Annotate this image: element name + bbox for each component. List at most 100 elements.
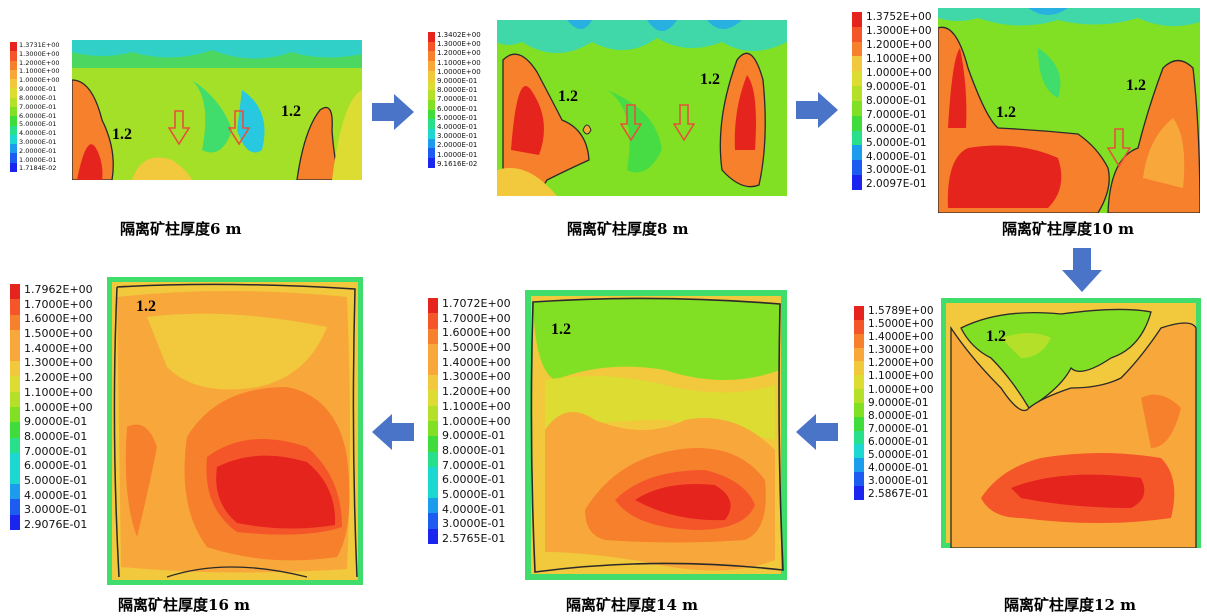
- contour-label-6m-right: 1.2: [281, 103, 301, 120]
- legend-label: 1.3000E+00: [24, 356, 93, 370]
- colorbar-segment: [428, 61, 435, 71]
- down-arrow-icon: [620, 104, 642, 142]
- legend-label: 3.0000E-01: [24, 503, 88, 517]
- legend-label: 1.2000E+00: [868, 357, 934, 370]
- legend-label: 2.0000E-01: [437, 141, 478, 150]
- colorbar-segment: [10, 407, 20, 423]
- colorbar-segment: [10, 483, 20, 500]
- caption-10m: 隔离矿柱厚度10 m: [1002, 220, 1134, 238]
- legend-6m: 1.3731E+00 1.3000E+00 1.2000E+00 1.1000E+00…: [10, 42, 70, 172]
- legend-label: 1.1000E+00: [19, 67, 60, 76]
- legend-label: 6.0000E-01: [19, 111, 57, 120]
- right-arrow-icon: [372, 94, 414, 130]
- colorbar-segment: [10, 79, 17, 89]
- legend-label: 1.7184E-02: [19, 164, 57, 173]
- colorbar-segment: [852, 130, 862, 146]
- legend-label: 1.7072E+00: [442, 297, 511, 310]
- colorbar-segment: [10, 69, 17, 80]
- legend-label: 6.0000E-01: [437, 104, 478, 113]
- legend-label: 1.1000E+00: [866, 52, 932, 65]
- colorbar-segment: [852, 100, 862, 116]
- colorbar-segment: [428, 158, 435, 168]
- down-arrow-icon: [673, 104, 695, 142]
- colorbar-segment: [854, 333, 864, 348]
- legend-label: 6.0000E-01: [868, 435, 929, 448]
- legend-label: 4.0000E-01: [24, 488, 88, 502]
- colorbar-segment: [10, 437, 20, 454]
- legend-label: 9.0000E-01: [437, 77, 478, 86]
- legend-label: 1.3000E+00: [866, 24, 932, 37]
- contour-label-6m-left: 1.2: [112, 126, 132, 143]
- colorbar-segment: [10, 134, 17, 145]
- legend-labels-16m: 1.7962E+00 1.7000E+00 1.6000E+00 1.5000E+00…: [24, 284, 93, 530]
- colorbar-segment: [428, 451, 438, 468]
- legend-10m: 1.3752E+00 1.3000E+00 1.2000E+00 1.1000E+00…: [852, 12, 932, 190]
- colorbar-segment: [852, 41, 862, 57]
- colorbar-segment: [10, 116, 17, 126]
- legend-label: 1.5789E+00: [868, 305, 934, 317]
- legend-label: 5.0000E-01: [19, 120, 57, 129]
- legend-label: 3.0000E-01: [868, 475, 929, 488]
- colorbar-segment: [854, 319, 864, 334]
- colorbar-segment: [854, 361, 864, 376]
- colorbar-segment: [428, 513, 438, 529]
- colorbar-segment: [428, 405, 438, 421]
- colorbar-segment: [428, 313, 438, 329]
- legend-label: 9.1616E-02: [437, 159, 478, 168]
- left-arrow-icon: [372, 414, 414, 450]
- legend-label: 2.5867E-01: [868, 488, 929, 501]
- colorbar-segment: [428, 359, 438, 375]
- contour-label-8m-left: 1.2: [558, 88, 578, 105]
- colorbar-segment: [428, 436, 438, 452]
- colorbar-segment: [10, 330, 20, 346]
- legend-labels-10m: 1.3752E+00 1.3000E+00 1.2000E+00 1.1000E+00…: [866, 12, 932, 190]
- colorbar-segment: [10, 391, 20, 407]
- colorbar-segment: [428, 51, 435, 62]
- caption-8m: 隔离矿柱厚度8 m: [567, 220, 689, 238]
- legend-label: 1.4000E+00: [24, 341, 93, 355]
- down-arrow-icon: [168, 110, 190, 146]
- colorbar-segment: [428, 41, 435, 52]
- colorbar-segment: [428, 421, 438, 437]
- legend-label: 1.3000E+00: [437, 40, 481, 49]
- legend-12m: 1.5789E+00 1.5000E+00 1.4000E+00 1.3000E+00…: [854, 306, 936, 500]
- colorbar-14m: [428, 298, 438, 544]
- legend-label: 1.2000E+00: [24, 371, 93, 385]
- legend-label: 7.0000E-01: [437, 95, 478, 104]
- colorbar-segment: [852, 56, 862, 72]
- left-arrow-icon: [796, 414, 838, 450]
- colorbar-segment: [854, 430, 864, 445]
- colorbar-segment: [854, 416, 864, 431]
- colorbar-segment: [10, 468, 20, 484]
- legend-label: 1.2000E+00: [866, 38, 932, 51]
- legend-label: 1.0000E-01: [19, 155, 57, 164]
- legend-label: 2.0000E-01: [19, 146, 57, 155]
- colorbar-segment: [428, 148, 435, 159]
- contour-label-14m: 1.2: [551, 321, 571, 338]
- contour-plot-6m: [72, 40, 362, 180]
- contour-label-10m-right: 1.2: [1126, 77, 1146, 94]
- legend-label: 1.0000E+00: [24, 400, 93, 414]
- colorbar-12m: [854, 306, 864, 500]
- legend-label: 1.1000E+00: [437, 58, 481, 67]
- legend-label: 8.0000E-01: [442, 443, 506, 457]
- colorbar-segment: [10, 284, 20, 300]
- caption-16m: 隔离矿柱厚度16 m: [118, 596, 250, 614]
- down-arrow-icon: [228, 110, 250, 146]
- legend-label: 1.3402E+00: [437, 31, 481, 39]
- colorbar-segment: [10, 360, 20, 377]
- legend-labels-8m: 1.3402E+00 1.3000E+00 1.2000E+00 1.1000E+00…: [437, 32, 481, 168]
- colorbar-segment: [852, 160, 862, 176]
- colorbar-segment: [852, 12, 862, 27]
- colorbar-segment: [428, 482, 438, 498]
- legend-label: 7.0000E-01: [866, 108, 927, 121]
- legend-label: 8.0000E-01: [437, 86, 478, 95]
- caption-12m: 隔离矿柱厚度12 m: [1004, 596, 1136, 614]
- contour-plot-16m: [107, 277, 363, 585]
- legend-label: 5.0000E-01: [24, 473, 88, 487]
- colorbar-10m: [852, 12, 862, 190]
- legend-label: 1.0000E-01: [437, 150, 478, 159]
- colorbar-segment: [428, 497, 438, 514]
- contour-plot-14m: [525, 290, 787, 580]
- legend-labels-14m: 1.7072E+00 1.7000E+00 1.6000E+00 1.5000E+00…: [442, 298, 511, 544]
